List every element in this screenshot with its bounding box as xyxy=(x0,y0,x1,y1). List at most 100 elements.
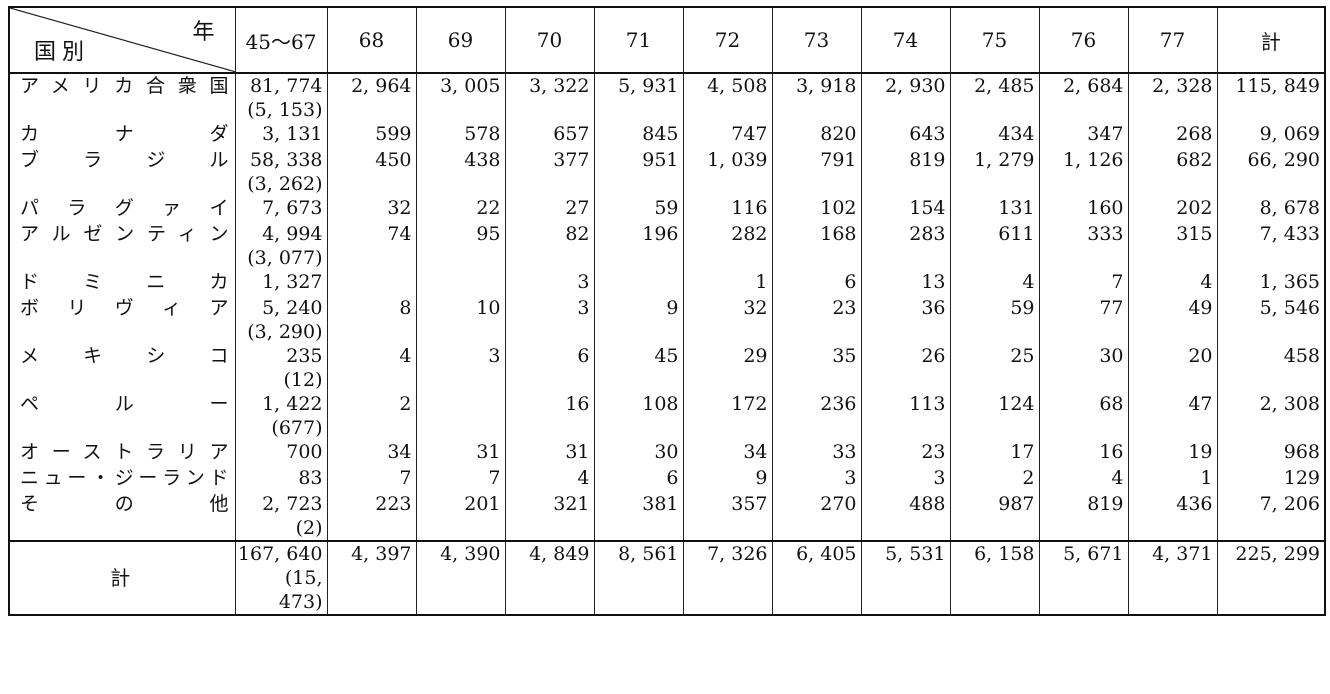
country-cell: アルゼンティン xyxy=(8,222,235,270)
row-total-cell: 7, 206 xyxy=(1216,492,1325,541)
grand-total-cell: 225, 299 xyxy=(1216,540,1325,615)
year-value-cell: 2, 684 xyxy=(1038,73,1128,122)
cumulative-cell: 58, 338 (3, 262) xyxy=(234,148,327,196)
year-value-cell: 6 xyxy=(593,466,683,492)
column-header: 76 xyxy=(1038,7,1128,74)
total-cumulative-value: 167, 640 xyxy=(237,543,323,565)
total-cumulative-subvalue: (15, 473) xyxy=(278,567,323,613)
year-value-cell: 45 xyxy=(593,344,683,392)
year-value-cell: 657 xyxy=(504,122,594,148)
cumulative-cell: 1, 422 (677) xyxy=(234,392,327,440)
year-value-cell: 3 xyxy=(415,344,505,392)
emigration-table-container: 年 国別 45〜67 68 69 70 71 72 73 74 75 76 77… xyxy=(8,6,1326,686)
column-header: 69 xyxy=(415,7,505,74)
year-value-cell: 160 xyxy=(1038,196,1128,222)
year-value-cell: 3, 918 xyxy=(771,73,861,122)
year-value-cell: 201 xyxy=(415,492,505,541)
country-cell: メ キ シ コ xyxy=(8,344,235,392)
country-name: ド ミ ニ カ xyxy=(20,271,229,293)
year-value-cell: 3, 005 xyxy=(415,73,505,122)
year-value-cell: 436 xyxy=(1127,492,1217,541)
country-cell: ブ ラ ジ ル xyxy=(8,148,235,196)
year-value-cell: 7 xyxy=(1038,270,1128,296)
year-value-cell: 16 xyxy=(504,392,594,440)
year-value-cell: 347 xyxy=(1038,122,1128,148)
year-value-cell: 59 xyxy=(949,296,1039,344)
cumulative-subvalue: (2) xyxy=(295,517,323,539)
total-year-cell: 6, 158 xyxy=(949,540,1039,615)
year-value-cell: 381 xyxy=(593,492,683,541)
year-value-cell: 2 xyxy=(949,466,1039,492)
year-value-cell: 9 xyxy=(593,296,683,344)
year-value-cell: 3 xyxy=(860,466,950,492)
year-value-cell xyxy=(326,270,416,296)
cumulative-value: 7, 673 xyxy=(262,197,323,219)
country-name: オーストラリア xyxy=(20,441,229,463)
year-value-cell: 4 xyxy=(326,344,416,392)
year-value-cell: 2, 328 xyxy=(1127,73,1217,122)
country-cell: ボ リ ヴ ィ ア xyxy=(8,296,235,344)
year-value-cell: 108 xyxy=(593,392,683,440)
country-cell: アメリカ合衆国 xyxy=(8,73,235,122)
total-year-cell: 5, 671 xyxy=(1038,540,1128,615)
year-value-cell: 49 xyxy=(1127,296,1217,344)
year-value-cell: 7 xyxy=(415,466,505,492)
year-value-cell: 488 xyxy=(860,492,950,541)
year-value-cell: 1, 279 xyxy=(949,148,1039,196)
cumulative-cell: 81, 774 (5, 153) xyxy=(234,73,327,122)
year-value-cell: 3 xyxy=(504,270,594,296)
cumulative-subvalue: (677) xyxy=(271,417,323,439)
row-total-cell: 129 xyxy=(1216,466,1325,492)
year-value-cell: 611 xyxy=(949,222,1039,270)
year-value-cell: 333 xyxy=(1038,222,1128,270)
year-value-cell: 172 xyxy=(682,392,772,440)
column-header: 計 xyxy=(1216,7,1325,74)
total-year-cell: 4, 371 xyxy=(1127,540,1217,615)
year-value-cell: 32 xyxy=(682,296,772,344)
year-value-cell: 77 xyxy=(1038,296,1128,344)
table-row: アルゼンティン 4, 994 (3, 077) 74 95 82 196 282 168 283 6… xyxy=(8,222,1325,270)
year-value-cell: 26 xyxy=(860,344,950,392)
total-year-cell: 8, 561 xyxy=(593,540,683,615)
cumulative-cell: 1, 327 xyxy=(234,270,327,296)
column-header: 45〜67 xyxy=(234,7,327,74)
emigration-table: 年 国別 45〜67 68 69 70 71 72 73 74 75 76 77… xyxy=(8,6,1326,616)
cumulative-subvalue: (12) xyxy=(283,369,323,391)
year-value-cell: 450 xyxy=(326,148,416,196)
cumulative-cell: 2, 723 (2) xyxy=(234,492,327,541)
year-value-cell: 6 xyxy=(504,344,594,392)
total-label: 計 xyxy=(8,540,235,615)
year-value-cell: 25 xyxy=(949,344,1039,392)
year-value-cell: 13 xyxy=(860,270,950,296)
year-value-cell: 8 xyxy=(326,296,416,344)
column-header: 74 xyxy=(860,7,950,74)
row-total-cell: 7, 433 xyxy=(1216,222,1325,270)
column-header: 77 xyxy=(1127,7,1217,74)
year-value-cell: 30 xyxy=(1038,344,1128,392)
year-value-cell: 16 xyxy=(1038,440,1128,466)
table-row: ブ ラ ジ ル 58, 338 (3, 262) 450 438 377 951 1, 039… xyxy=(8,148,1325,196)
row-total-cell: 8, 678 xyxy=(1216,196,1325,222)
table-row: ボ リ ヴ ィ ア 5, 240 (3, 290) 8 10 3 9 32 23 36 59 77 49… xyxy=(8,296,1325,344)
year-value-cell: 19 xyxy=(1127,440,1217,466)
row-total-cell: 1, 365 xyxy=(1216,270,1325,296)
total-year-cell: 7, 326 xyxy=(682,540,772,615)
cumulative-value: 235 xyxy=(286,345,323,367)
row-total-cell: 9, 069 xyxy=(1216,122,1325,148)
year-value-cell: 321 xyxy=(504,492,594,541)
year-value-cell: 31 xyxy=(415,440,505,466)
total-year-cell: 6, 405 xyxy=(771,540,861,615)
cumulative-value: 1, 422 xyxy=(262,393,323,415)
year-value-cell: 196 xyxy=(593,222,683,270)
country-name: メ キ シ コ xyxy=(20,345,229,367)
year-value-cell: 747 xyxy=(682,122,772,148)
row-total-cell: 66, 290 xyxy=(1216,148,1325,196)
cumulative-cell: 7, 673 xyxy=(234,196,327,222)
year-value-cell: 1 xyxy=(1127,466,1217,492)
year-value-cell: 819 xyxy=(1038,492,1128,541)
year-value-cell: 113 xyxy=(860,392,950,440)
year-value-cell: 4 xyxy=(1038,466,1128,492)
cumulative-value: 2, 723 xyxy=(262,493,323,515)
year-value-cell: 377 xyxy=(504,148,594,196)
year-value-cell: 845 xyxy=(593,122,683,148)
